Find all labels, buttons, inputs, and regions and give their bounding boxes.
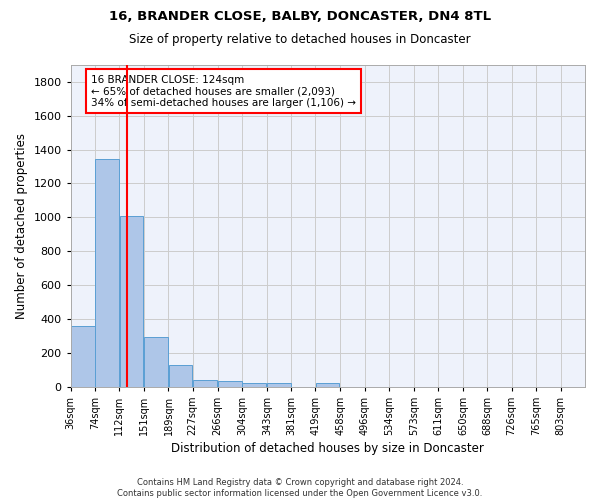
Bar <box>71 326 95 386</box>
Bar <box>145 338 168 386</box>
X-axis label: Distribution of detached houses by size in Doncaster: Distribution of detached houses by size … <box>172 442 484 455</box>
Bar <box>242 383 266 386</box>
Y-axis label: Number of detached properties: Number of detached properties <box>15 133 28 319</box>
Text: Size of property relative to detached houses in Doncaster: Size of property relative to detached ho… <box>129 32 471 46</box>
Bar <box>267 384 291 386</box>
Bar <box>95 159 119 386</box>
Text: Contains HM Land Registry data © Crown copyright and database right 2024.
Contai: Contains HM Land Registry data © Crown c… <box>118 478 482 498</box>
Bar <box>119 216 143 386</box>
Text: 16 BRANDER CLOSE: 124sqm
← 65% of detached houses are smaller (2,093)
34% of sem: 16 BRANDER CLOSE: 124sqm ← 65% of detach… <box>91 74 356 108</box>
Bar <box>193 380 217 386</box>
Bar <box>169 366 193 386</box>
Text: 16, BRANDER CLOSE, BALBY, DONCASTER, DN4 8TL: 16, BRANDER CLOSE, BALBY, DONCASTER, DN4… <box>109 10 491 23</box>
Bar <box>218 381 242 386</box>
Bar <box>316 383 340 386</box>
